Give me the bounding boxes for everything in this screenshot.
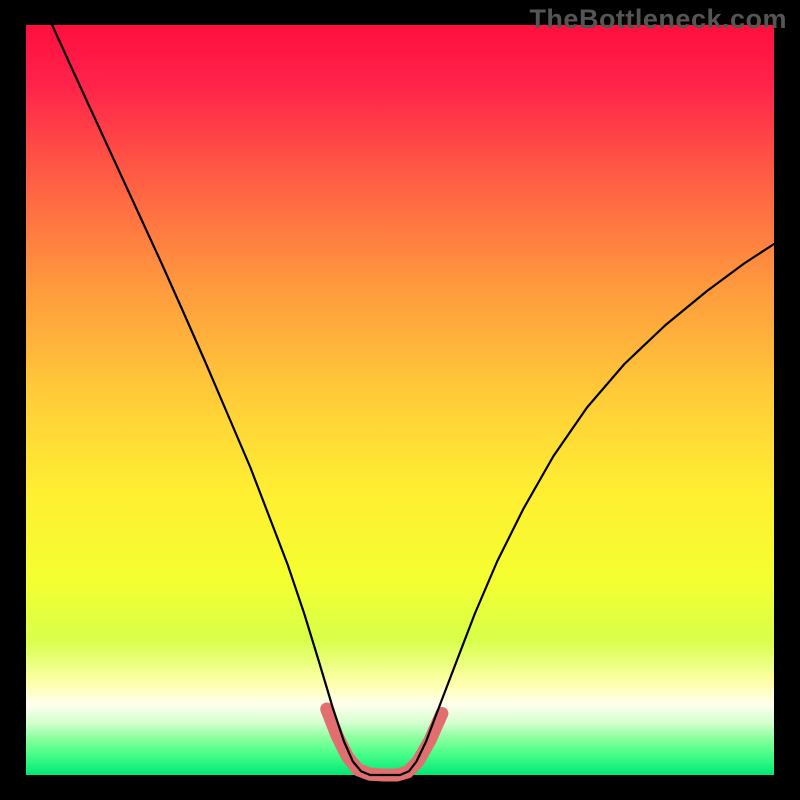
plot-area xyxy=(26,25,774,775)
gradient-background xyxy=(26,25,774,775)
bottleneck-chart: TheBottleneck.com xyxy=(0,0,800,800)
watermark-text: TheBottleneck.com xyxy=(529,4,787,35)
